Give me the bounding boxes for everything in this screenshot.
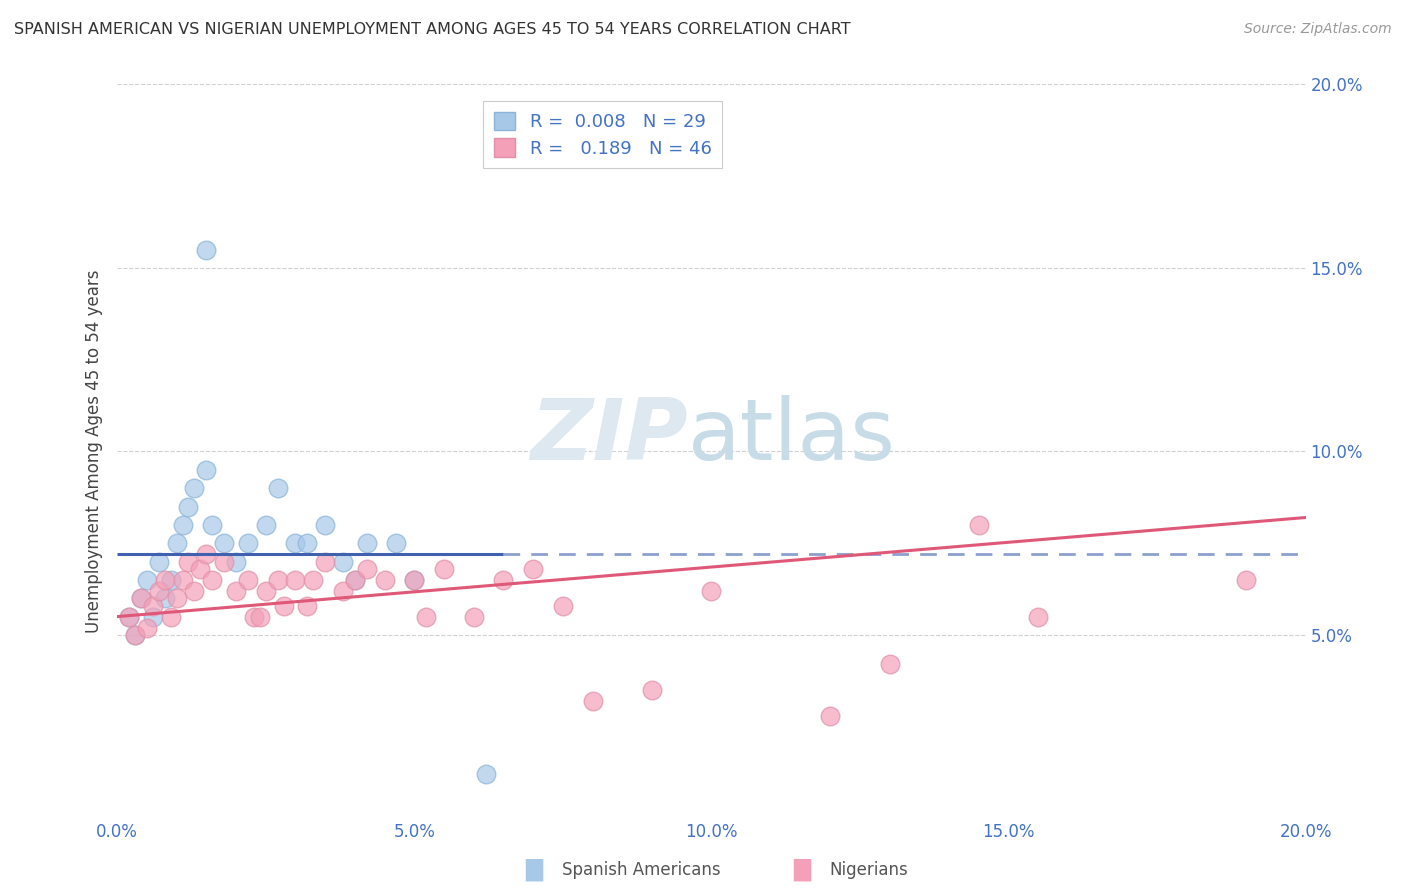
Point (236, 536, 259, 550)
Point (522, 562, 544, 576)
Point (374, 573, 396, 587)
Point (135, 621, 157, 635)
Point (129, 591, 152, 606)
Point (124, 628, 146, 642)
Point (172, 517, 194, 532)
Point (1234, 573, 1257, 587)
Point (700, 583, 723, 598)
Point (879, 657, 901, 672)
Point (201, 573, 224, 587)
Point (463, 609, 485, 624)
Point (404, 573, 426, 587)
Text: atlas: atlas (688, 395, 896, 478)
Point (474, 767, 496, 781)
Point (254, 583, 277, 598)
Point (284, 536, 307, 550)
Point (142, 599, 165, 613)
Point (135, 573, 157, 587)
Point (297, 536, 319, 550)
Point (183, 583, 205, 598)
Point (249, 609, 271, 624)
Point (166, 536, 188, 550)
Point (153, 591, 176, 606)
Point (148, 555, 170, 569)
Point (492, 573, 515, 587)
Point (201, 517, 224, 532)
Point (254, 517, 277, 532)
Point (1026, 609, 1049, 624)
Point (332, 555, 354, 569)
Point (581, 694, 603, 708)
Point (172, 573, 194, 587)
Text: Spanish Americans: Spanish Americans (562, 861, 721, 879)
Point (183, 481, 205, 495)
Legend: R =  0.008   N = 29, R =   0.189   N = 46: R = 0.008 N = 29, R = 0.189 N = 46 (482, 101, 723, 169)
Point (273, 599, 295, 613)
Text: ZIP: ZIP (530, 395, 688, 478)
Point (212, 536, 235, 550)
Point (177, 500, 200, 514)
Point (195, 463, 218, 477)
Point (225, 555, 247, 569)
Text: █: █ (793, 858, 810, 881)
Point (385, 536, 408, 550)
Y-axis label: Unemployment Among Ages 45 to 54 years: Unemployment Among Ages 45 to 54 years (86, 269, 103, 633)
Point (159, 573, 181, 587)
Point (243, 609, 266, 624)
Point (332, 583, 354, 598)
Text: Nigerians: Nigerians (830, 861, 908, 879)
Point (236, 573, 259, 587)
Point (818, 708, 841, 723)
Point (225, 583, 247, 598)
Point (415, 609, 437, 624)
Point (195, 243, 218, 257)
Point (356, 536, 378, 550)
Point (266, 573, 288, 587)
Text: SPANISH AMERICAN VS NIGERIAN UNEMPLOYMENT AMONG AGES 45 TO 54 YEARS CORRELATION : SPANISH AMERICAN VS NIGERIAN UNEMPLOYMEN… (14, 22, 851, 37)
Text: Source: ZipAtlas.com: Source: ZipAtlas.com (1244, 22, 1392, 37)
Point (551, 599, 574, 613)
Point (177, 555, 200, 569)
Text: █: █ (526, 858, 543, 881)
Point (641, 683, 664, 698)
Point (124, 628, 146, 642)
Point (343, 573, 366, 587)
Point (129, 591, 152, 606)
Point (356, 562, 378, 576)
Point (118, 609, 141, 624)
Point (266, 481, 288, 495)
Point (284, 573, 307, 587)
Point (118, 609, 141, 624)
Point (343, 573, 366, 587)
Point (142, 609, 165, 624)
Point (148, 583, 170, 598)
Point (166, 591, 188, 606)
Point (297, 599, 319, 613)
Point (404, 573, 426, 587)
Point (195, 547, 218, 561)
Point (302, 573, 325, 587)
Point (153, 573, 176, 587)
Point (212, 555, 235, 569)
Point (433, 562, 456, 576)
Point (190, 562, 212, 576)
Point (159, 609, 181, 624)
Point (314, 555, 336, 569)
Point (314, 517, 336, 532)
Point (967, 517, 990, 532)
